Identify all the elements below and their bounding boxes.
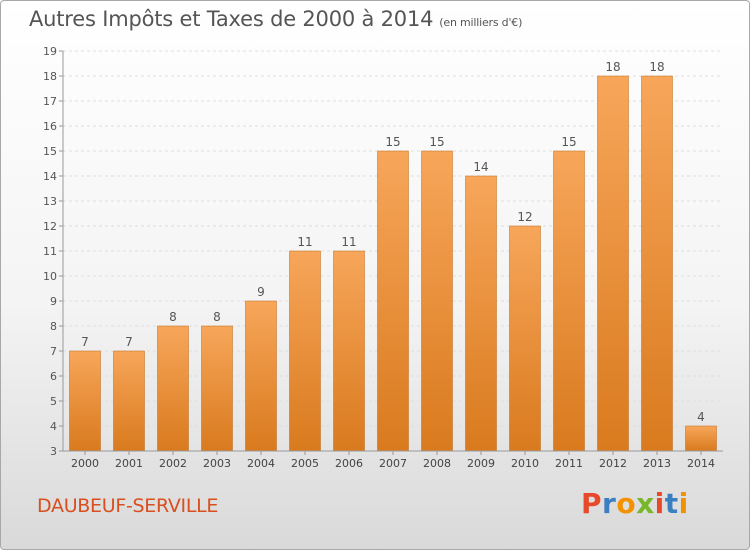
x-tick-label: 2009 bbox=[467, 457, 495, 470]
bar-value-label: 8 bbox=[169, 310, 177, 324]
x-tick-label: 2005 bbox=[291, 457, 319, 470]
chart-unit: (en milliers d'€) bbox=[439, 16, 523, 29]
y-tick-label: 17 bbox=[43, 95, 57, 108]
y-tick-label: 15 bbox=[43, 145, 57, 158]
commune-name: DAUBEUF-SERVILLE bbox=[37, 495, 219, 517]
bar-value-label: 18 bbox=[605, 60, 620, 74]
bar-2002 bbox=[157, 325, 189, 452]
x-tick-label: 2004 bbox=[247, 457, 275, 470]
y-tick-label: 4 bbox=[50, 420, 57, 433]
bar-2007 bbox=[377, 150, 409, 452]
chart-title: Autres Impôts et Taxes de 2000 à 2014 (en… bbox=[29, 7, 522, 31]
y-tick-label: 6 bbox=[50, 370, 57, 383]
proxiti-logo: Proxiti bbox=[581, 487, 689, 520]
bar-2009 bbox=[465, 175, 497, 452]
x-tick-label: 2012 bbox=[599, 457, 627, 470]
logo-letter: i bbox=[678, 487, 689, 520]
bar-value-label: 9 bbox=[257, 285, 265, 299]
logo-letter: r bbox=[602, 487, 617, 520]
x-tick-label: 2000 bbox=[71, 457, 99, 470]
bar-2006 bbox=[333, 250, 365, 452]
y-axis: 3 4 5 6 7 8 9 10 11 12 13 14 15 16 17 18 19 bbox=[43, 45, 64, 458]
logo-letter: o bbox=[616, 487, 637, 520]
bar-2008 bbox=[421, 150, 453, 452]
y-tick-label: 10 bbox=[43, 270, 57, 283]
logo-letter: x bbox=[636, 487, 655, 520]
bar-value-label: 15 bbox=[385, 135, 400, 149]
bar-value-label: 4 bbox=[697, 410, 705, 424]
x-tick-label: 2014 bbox=[687, 457, 715, 470]
bar-2014 bbox=[685, 425, 717, 452]
y-tick-label: 11 bbox=[43, 245, 57, 258]
bar-2005 bbox=[289, 250, 321, 452]
bar-value-label: 18 bbox=[649, 60, 664, 74]
bar-value-label: 8 bbox=[213, 310, 221, 324]
x-tick-label: 2008 bbox=[423, 457, 451, 470]
logo-letter: P bbox=[581, 487, 603, 520]
bar-value-label: 11 bbox=[297, 235, 312, 249]
bar-value-label: 11 bbox=[341, 235, 356, 249]
y-tick-label: 5 bbox=[50, 395, 57, 408]
y-tick-label: 8 bbox=[50, 320, 57, 333]
x-tick-label: 2011 bbox=[555, 457, 583, 470]
bar-value-label: 12 bbox=[517, 210, 532, 224]
bar-2004 bbox=[245, 300, 277, 452]
bar-value-label: 7 bbox=[81, 335, 89, 349]
bar-value-label: 15 bbox=[561, 135, 576, 149]
bar-2011 bbox=[553, 150, 585, 452]
logo-letter: t bbox=[664, 487, 679, 520]
bar-2013 bbox=[641, 75, 673, 452]
x-tick-label: 2003 bbox=[203, 457, 231, 470]
bar-2010 bbox=[509, 225, 541, 452]
y-tick-label: 13 bbox=[43, 195, 57, 208]
y-tick-label: 14 bbox=[43, 170, 57, 183]
x-tick-label: 2006 bbox=[335, 457, 363, 470]
bar-value-label: 14 bbox=[473, 160, 488, 174]
x-tick-label: 2007 bbox=[379, 457, 407, 470]
bar-2012 bbox=[597, 75, 629, 452]
y-tick-label: 3 bbox=[50, 445, 57, 458]
bar-value-label: 7 bbox=[125, 335, 133, 349]
y-tick-label: 7 bbox=[50, 345, 57, 358]
x-axis: 2000 2001 2002 2003 2004 2005 2006 2007 2008 2009… bbox=[63, 450, 723, 470]
y-tick-label: 12 bbox=[43, 220, 57, 233]
y-tick-label: 18 bbox=[43, 70, 57, 83]
chart-title-text: Autres Impôts et Taxes de 2000 à 2014 bbox=[29, 7, 434, 31]
bar-2001 bbox=[113, 350, 145, 452]
x-tick-label: 2010 bbox=[511, 457, 539, 470]
y-tick-label: 19 bbox=[43, 45, 57, 58]
bar-2003 bbox=[201, 325, 233, 452]
bar-value-label: 15 bbox=[429, 135, 444, 149]
x-tick-label: 2002 bbox=[159, 457, 187, 470]
x-tick-label: 2013 bbox=[643, 457, 671, 470]
bars: 7 7 8 8 9 11 11 15 15 14 12 15 18 18 4 bbox=[69, 60, 717, 452]
y-tick-label: 9 bbox=[50, 295, 57, 308]
logo-letter: i bbox=[654, 487, 665, 520]
y-tick-label: 16 bbox=[43, 120, 57, 133]
bar-2000 bbox=[69, 350, 101, 452]
x-tick-label: 2001 bbox=[115, 457, 143, 470]
